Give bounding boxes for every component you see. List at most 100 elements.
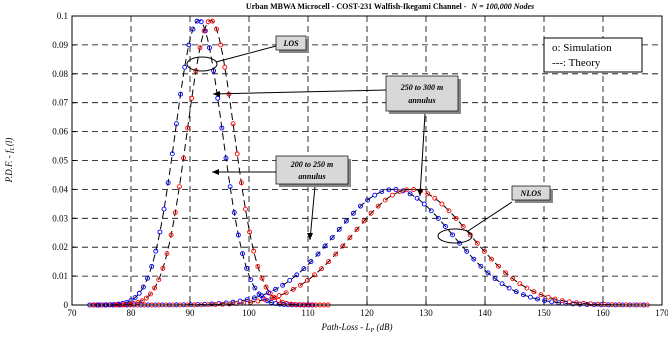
los-label: LOS (282, 39, 299, 48)
sim-point (135, 300, 141, 305)
sim-point (520, 292, 526, 298)
sim-point (238, 180, 244, 186)
sim-point (222, 64, 228, 70)
x-tick-label: 70 (68, 308, 78, 318)
sim-point (219, 125, 225, 131)
sim-point (172, 210, 178, 216)
sim-point (474, 240, 480, 246)
sim-point (428, 208, 434, 214)
sim-point (214, 26, 220, 32)
y-axis-label-arg: (l) (4, 138, 14, 147)
sim-point (264, 298, 270, 304)
sim-point (176, 184, 182, 190)
label-200-line1: 200 to 250 m (290, 160, 333, 169)
sim-point (178, 91, 184, 97)
y-tick-label: 0.08 (52, 69, 68, 79)
sim-point (244, 265, 250, 271)
sim-point (209, 18, 215, 24)
sim-point (460, 224, 466, 229)
sim-point (283, 290, 289, 296)
sim-point (207, 45, 212, 51)
nlos-arrow (467, 201, 513, 232)
sim-point (218, 42, 224, 48)
sim-point (517, 281, 523, 287)
sim-point (280, 282, 286, 288)
sim-point (182, 64, 188, 70)
sim-point (165, 180, 171, 186)
sim-point (315, 251, 321, 257)
x-tick-label: 110 (301, 308, 315, 318)
sim-point (382, 197, 388, 203)
nlos-ellipse (437, 228, 473, 244)
sim-point (181, 155, 186, 161)
sim-point (271, 295, 277, 301)
sim-point (276, 297, 281, 303)
sim-point (145, 275, 150, 281)
sim-point (411, 187, 417, 192)
x-axis-label: Path-Loss - LP (dB) (321, 322, 393, 334)
sim-point (361, 218, 367, 224)
arrowhead-200-los (212, 169, 219, 175)
sim-point (524, 285, 530, 291)
sim-point (269, 295, 275, 301)
legend-item-simulation: o: Simulation (552, 42, 612, 54)
sim-point (326, 259, 332, 265)
los-label-box (275, 35, 307, 51)
sim-point (566, 299, 572, 305)
y-axis-label-sub: L (10, 146, 16, 151)
callout-los: LOS (186, 35, 309, 72)
sim-point (226, 91, 232, 97)
sim-point (559, 298, 565, 304)
legend-item-theory: ---: Theory (552, 57, 601, 69)
sim-point (164, 251, 170, 257)
sim-point (169, 151, 175, 157)
sim-point (266, 290, 271, 296)
sim-point (297, 282, 303, 288)
sim-point (143, 295, 149, 301)
sim-point (542, 298, 548, 304)
sim-point (290, 286, 296, 292)
sim-point (425, 191, 431, 197)
sim-point (259, 275, 265, 281)
sim-point (308, 259, 314, 265)
sim-point (140, 284, 146, 290)
sim-point (240, 251, 245, 257)
x-tick-label: 80 (127, 308, 137, 318)
y-tick-label: 0.01 (52, 271, 68, 281)
sim-point (595, 301, 601, 307)
label-250-line1: 250 to 300 m (400, 83, 443, 92)
sim-point (223, 155, 229, 161)
label-200-box (275, 155, 349, 185)
sim-point (333, 251, 339, 257)
sim-point (432, 195, 438, 201)
label-250-box (385, 75, 459, 112)
sim-point (276, 293, 282, 299)
sim-point (464, 248, 470, 254)
sim-point (340, 243, 346, 249)
arrow-250-to-nlos (419, 113, 426, 197)
x-tick-label: 160 (596, 308, 610, 318)
legend-box (543, 37, 643, 73)
sim-point (503, 270, 509, 276)
sim-point (407, 191, 413, 197)
sim-point (439, 201, 445, 207)
sim-point (153, 248, 159, 254)
y-tick-label: 0.03 (52, 213, 68, 223)
chart-title: Urban MBWA Microcell - COST-231 Walfish-… (246, 2, 534, 11)
sim-point (227, 301, 232, 307)
sim-point (347, 235, 353, 241)
sim-point (513, 289, 519, 295)
sim-point (149, 264, 155, 269)
x-axis-label-unit: (dB) (374, 322, 392, 332)
sim-point (552, 296, 558, 302)
sim-point (485, 270, 491, 276)
sim-point (319, 266, 325, 272)
y-tick-label: 0.04 (52, 184, 68, 194)
arrow-250-to-los (212, 89, 387, 95)
nlos-label-box (511, 185, 551, 201)
y-tick-label: 0.09 (52, 40, 68, 50)
y-tick-label: 0.05 (52, 156, 68, 166)
y-tick-label: 0 (64, 300, 69, 310)
x-tick-label: 140 (478, 308, 492, 318)
sim-point (230, 121, 236, 127)
